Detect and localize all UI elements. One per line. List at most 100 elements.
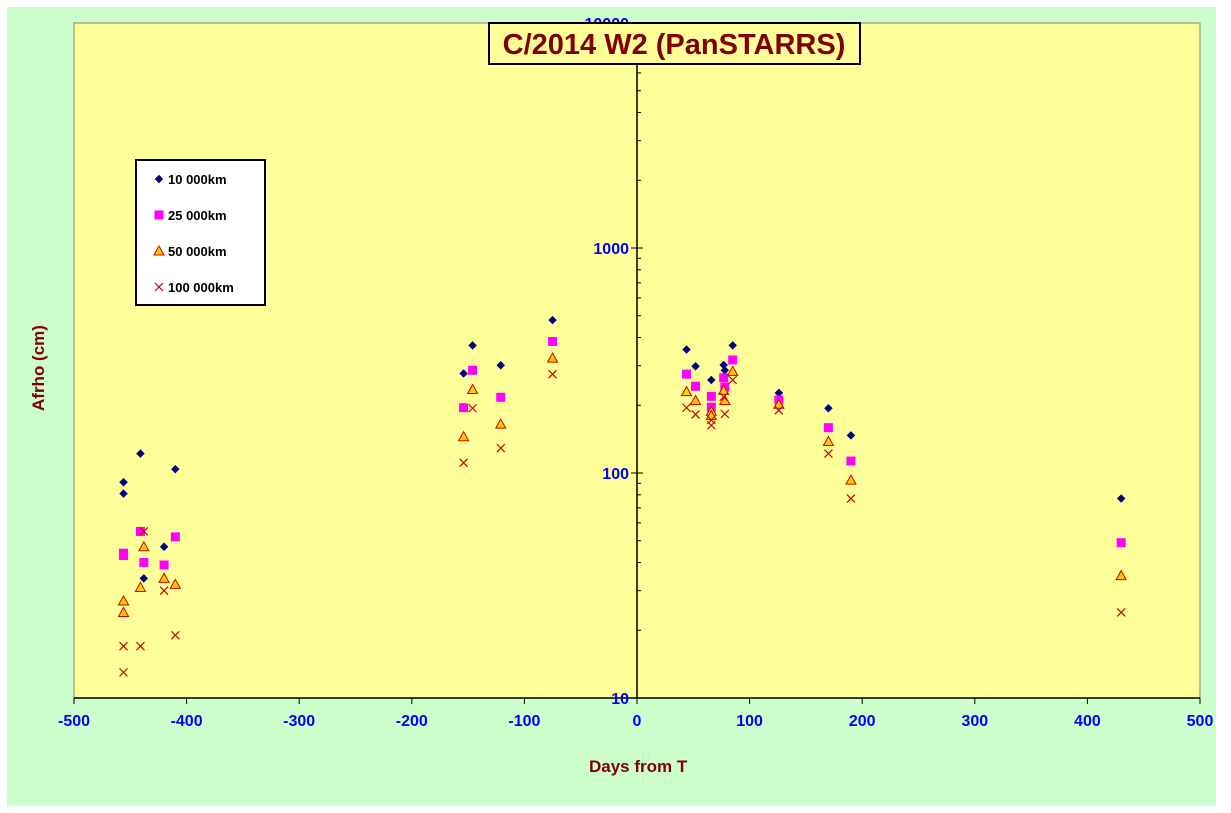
data-point-stroke [139,526,149,536]
data-point [496,443,506,453]
chart-root: -500 -400 -300 -200 -100 0 100 200 300 400 500 10 10… [7,7,1216,806]
data-point-stroke [691,410,700,419]
data-point [682,369,692,379]
data-point [689,394,702,406]
legend-label: 25 000km [168,208,227,223]
data-point-stroke [719,392,729,402]
data-point-stroke [1116,608,1126,617]
data-point-stroke [728,375,738,385]
data-point [719,373,729,383]
marks-layer [117,315,1128,677]
data-point [846,494,856,503]
data-point [496,392,506,402]
chart-title: C/2014 W2 (PanSTARRS) [503,29,846,61]
data-point [159,560,169,570]
x-tick-label: 300 [961,713,988,730]
data-point [459,403,469,413]
data-point [548,369,557,379]
data-point [691,361,700,371]
data-point [158,572,170,583]
x-tick-label: 400 [1074,713,1101,730]
x-tick-label: 100 [736,713,763,730]
data-point [457,430,470,442]
legend-marker-stroke [154,282,164,292]
data-point [119,641,128,651]
data-point [159,586,169,596]
data-point [468,365,478,375]
data-point [546,352,559,363]
data-point [169,578,182,589]
data-point-stroke [706,420,716,430]
legend: 10 000km 25 000km 50 000km 100 000km [135,159,266,306]
data-point [682,345,691,354]
data-point [119,550,129,560]
data-point [468,403,478,413]
data-point [117,594,130,606]
data-point [134,581,147,592]
legend-label: 10 000km [168,172,227,187]
x-tick-label: -500 [58,713,90,730]
data-point [139,574,149,583]
data-point [136,641,145,651]
data-point [720,409,730,419]
x-tick-label: 0 [633,713,642,730]
x-tick-label: 500 [1187,713,1214,730]
legend-marker [153,244,165,256]
data-point [824,403,833,413]
data-point-stroke [119,667,128,677]
data-point [822,435,835,447]
data-point [496,360,506,370]
data-point [719,392,729,402]
data-point [1116,538,1126,548]
x-tick-label: -400 [171,713,203,730]
data-point [682,403,691,413]
data-point [823,423,833,433]
data-point [170,532,180,542]
y-tick-label: 100 [602,466,629,483]
y-tick-label: 1000 [593,241,629,258]
data-point-stroke [170,630,180,640]
data-point [728,375,738,385]
data-point [691,410,700,419]
data-point-stroke [682,403,691,413]
chart-title-frame [488,22,861,65]
legend-items: 10 000km 25 000km 50 000km 100 000km [153,172,234,295]
series-4 [119,369,1126,677]
data-point [136,449,145,458]
data-point [119,667,128,677]
data-point-stroke [846,494,856,503]
data-point [706,420,716,430]
data-point [139,526,149,536]
data-point [717,384,730,395]
data-point-stroke [774,405,784,415]
data-point [1116,494,1126,503]
y-tick-label: 10 [611,691,629,708]
legend-label: 50 000km [168,244,227,259]
data-point [119,489,128,498]
data-point [466,383,479,395]
data-point [119,477,128,487]
x-tick-label: -100 [508,713,540,730]
data-point [728,341,738,350]
y-axis-title: Afrho (cm) [29,325,48,411]
data-point [459,458,469,468]
legend-frame [135,159,266,306]
data-point [823,449,833,458]
data-point-stroke [720,409,730,419]
data-point [846,456,856,466]
data-point [459,369,468,378]
data-point [170,630,180,640]
data-point [548,315,557,325]
legend-label: 100 000km [168,280,234,295]
x-tick-label: 200 [849,713,876,730]
data-point [170,464,180,474]
data-point-stroke [823,449,833,458]
data-point-stroke [159,586,169,596]
axes-layer [73,22,1201,704]
data-point-stroke [548,369,557,379]
x-tick-label: -200 [396,713,428,730]
data-point [706,391,716,401]
data-point [468,341,477,350]
chart-title-box: C/2014 W2 (PanSTARRS) [488,22,861,65]
data-point [706,375,716,385]
